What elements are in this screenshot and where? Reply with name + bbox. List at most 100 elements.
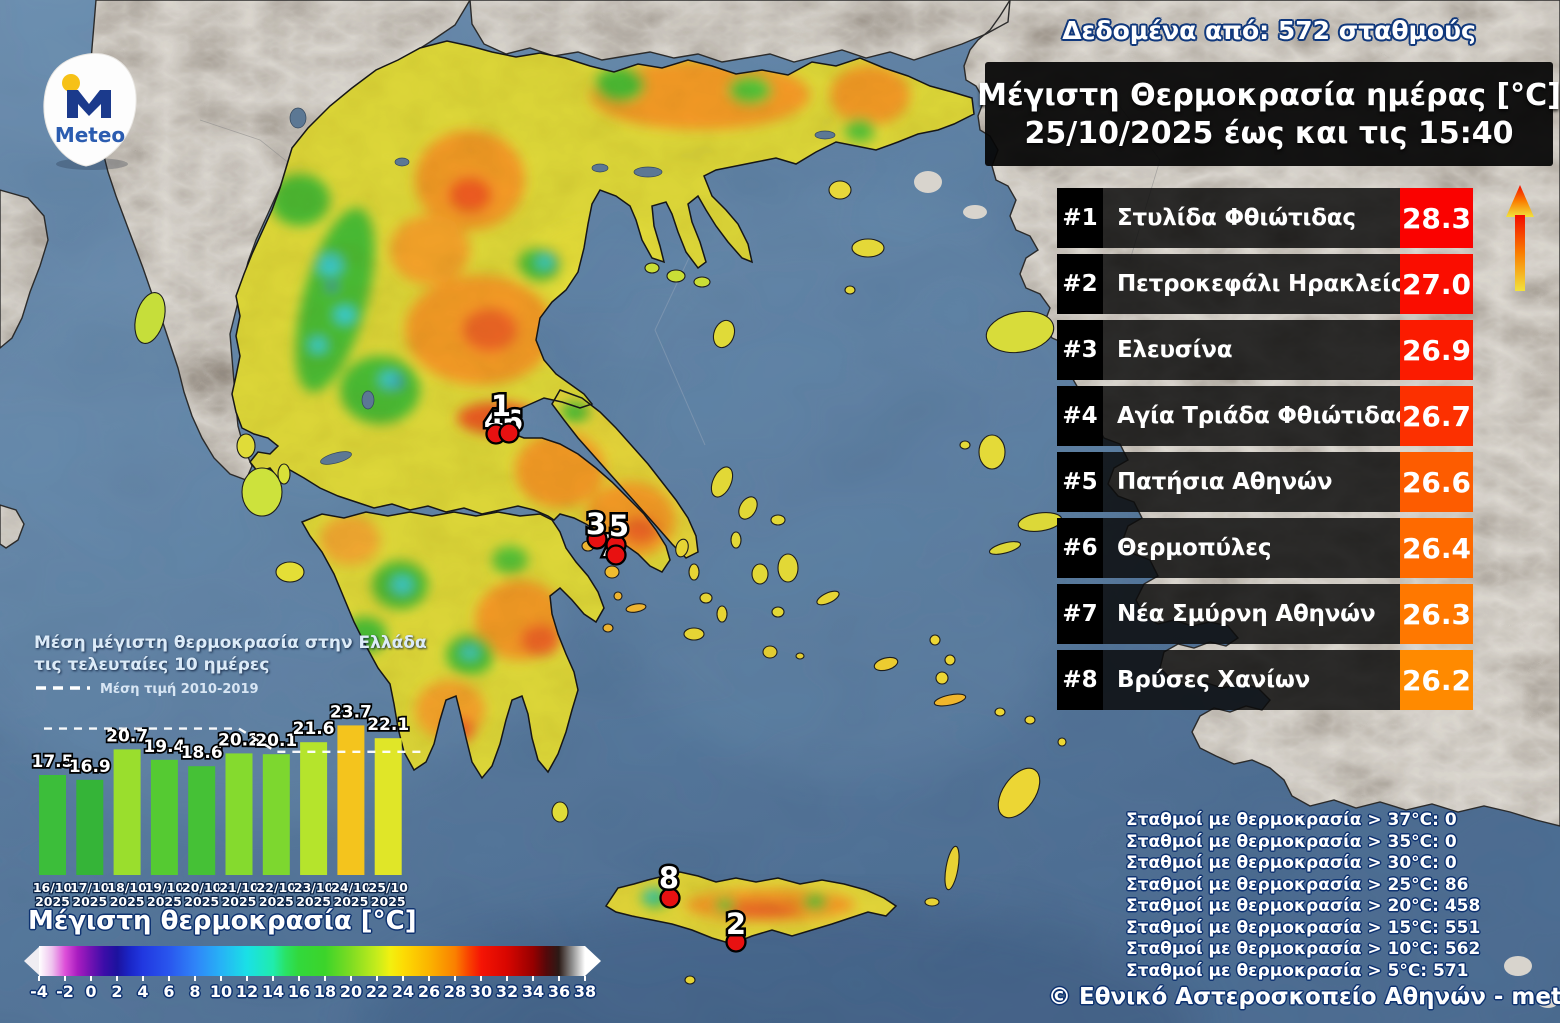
colorbar-tick	[532, 976, 534, 981]
station-temp: 26.7	[1400, 386, 1473, 446]
rank-cell: #8	[1057, 650, 1103, 710]
rank-cell: #6	[1057, 518, 1103, 578]
station-marker-dot	[498, 422, 520, 444]
bar-value-label: 20.1	[255, 731, 297, 751]
colorbar-tick-label: 30	[469, 982, 493, 1001]
colorbar-tick	[350, 976, 352, 981]
stats-line: Σταθμοί με θερμοκρασία > 20°C: 458	[1126, 896, 1481, 916]
colorbar-tick	[64, 976, 66, 981]
station-name: Αγία Τριάδα Φθιώτιδας	[1103, 386, 1400, 446]
station-name: Πετροκεφάλι Ηρακλείου	[1103, 254, 1400, 314]
bar-value-label: 20.2	[218, 730, 260, 750]
logo-sun-icon	[62, 74, 80, 92]
colorbar-tick	[38, 976, 40, 981]
bar-date-label: 19/10 2025	[145, 880, 185, 909]
ranking-row: #2 Πετροκεφάλι Ηρακλείου 27.0	[1057, 254, 1473, 314]
colorbar-tick-label: 22	[365, 982, 389, 1001]
station-temp: 27.0	[1400, 254, 1473, 314]
station-marker-label: 8	[659, 861, 679, 895]
station-marker-label: 2	[726, 907, 746, 941]
colorbar-tick-label: 12	[235, 982, 259, 1001]
colorbar-tick-label: 18	[313, 982, 337, 1001]
colorbar-gradient	[39, 946, 585, 976]
colorbar-tick	[116, 976, 118, 981]
colorbar-tick-label: 6	[163, 982, 175, 1001]
ranking-row: #3 Ελευσίνα 26.9	[1057, 320, 1473, 380]
bar	[300, 742, 328, 875]
station-markers: 46713582	[481, 387, 749, 953]
stats-line: Σταθμοί με θερμοκρασία > 25°C: 86	[1126, 874, 1469, 895]
ranking-row: #8 Βρύσες Χανίων 26.2	[1057, 650, 1473, 710]
top-stations-ranking: #1 Στυλίδα Φθιώτιδας 28.3 #2 Πετροκεφάλι Ηρα…	[1057, 188, 1473, 710]
stats-line: Σταθμοί με θερμοκρασία > 30°C: 0	[1126, 853, 1457, 873]
lakes	[289, 107, 836, 465]
colorbar-tick-label: 26	[417, 982, 441, 1001]
rank-cell: #2	[1057, 254, 1103, 314]
colorbar-tick-label: 36	[547, 982, 571, 1001]
ranking-row: #1 Στυλίδα Φθιώτιδας 28.3	[1057, 188, 1473, 248]
colorbar-tick	[402, 976, 404, 981]
colorbar-tick	[298, 976, 300, 981]
station-name: Βρύσες Χανίων	[1103, 650, 1400, 710]
stats-line: Σταθμοί με θερμοκρασία > 5°C: 571	[1126, 960, 1469, 981]
bar-date-label: 20/10 2025	[182, 880, 222, 909]
colorbar-tick-label: 16	[287, 982, 311, 1001]
bar-date-label: 22/10 2025	[257, 880, 297, 909]
map-title-box: Μέγιστη Θερμοκρασία ημέρας [°C] 25/10/20…	[977, 62, 1560, 166]
colorbar-right-arrow-icon	[585, 946, 601, 976]
colorbar-tick-label: 28	[443, 982, 467, 1001]
bar-value-label: 16.9	[69, 757, 111, 777]
bar	[262, 754, 290, 875]
colorbar-tick	[272, 976, 274, 981]
colorbar-tick-label: 34	[521, 982, 545, 1001]
islands	[134, 180, 1067, 985]
logo-brand: Meteo	[55, 123, 125, 147]
bar	[113, 749, 141, 875]
credit-footer: © Εθνικό Αστεροσκοπείο Αθηνών - meteo.gr	[1048, 984, 1560, 1010]
bar	[150, 759, 178, 875]
colorbar-tick	[376, 976, 378, 981]
bar-date-label: 16/10 2025	[33, 880, 73, 909]
stats-line: Σταθμοί με θερμοκρασία > 15°C: 551	[1126, 917, 1481, 938]
ranking-row: #5 Πατήσια Αθηνών 26.6	[1057, 452, 1473, 512]
legend-label: Μέση τιμή 2010-2019	[100, 682, 259, 697]
colorbar-tick-label: 4	[137, 982, 149, 1001]
data-source-label: Δεδομένα από: 572 σταθμούς	[1062, 16, 1476, 45]
rising-temperature-arrow-icon	[1506, 185, 1534, 291]
station-temp: 26.3	[1400, 584, 1473, 644]
reference-mean-line	[44, 727, 426, 754]
colorbar-title: Μέγιστη θερμοκρασία [°C]	[28, 906, 417, 936]
chart-title-line1: Μέση μέγιστη θερμοκρασία στην Ελλάδα	[34, 633, 427, 653]
ten-day-mean-max-chart: Μέση μέγιστη θερμοκρασία στην Ελλάδα τις…	[28, 628, 443, 924]
ranking-row: #4 Αγία Τριάδα Φθιώτιδας 26.7	[1057, 386, 1473, 446]
ranking-row: #7 Νέα Σμύρνη Αθηνών 26.3	[1057, 584, 1473, 644]
station-name: Θερμοπύλες	[1103, 518, 1400, 578]
colorbar-tick-label: 14	[261, 982, 285, 1001]
meteo-logo: Meteo	[43, 53, 137, 170]
bar-date-label: 18/10 2025	[107, 880, 147, 909]
bar-value-label: 17.5	[32, 752, 74, 772]
colorbar-tick	[142, 976, 144, 981]
station-marker-label: 5	[609, 509, 629, 543]
station-temp: 26.6	[1400, 452, 1473, 512]
bar-date-label: 17/10 2025	[70, 880, 110, 909]
bar	[337, 725, 365, 875]
rank-cell: #3	[1057, 320, 1103, 380]
colorbar-tick-label: 38	[573, 982, 597, 1001]
rank-cell: #1	[1057, 188, 1103, 248]
station-marker-label: 3	[586, 507, 606, 541]
bar-date-label: 24/10 2025	[331, 880, 371, 909]
colorbar-tick	[558, 976, 560, 981]
colorbar-tick-label: 0	[85, 982, 97, 1001]
station-temp: 26.9	[1400, 320, 1473, 380]
rank-cell: #7	[1057, 584, 1103, 644]
colorbar-tick-label: 8	[189, 982, 201, 1001]
stats-line: Σταθμοί με θερμοκρασία > 10°C: 562	[1126, 939, 1481, 959]
colorbar-tick	[584, 976, 586, 981]
colorbar-left-arrow-icon	[24, 946, 40, 976]
bar-value-label: 22.1	[367, 715, 409, 735]
colorbar-tick-label: 24	[391, 982, 415, 1001]
